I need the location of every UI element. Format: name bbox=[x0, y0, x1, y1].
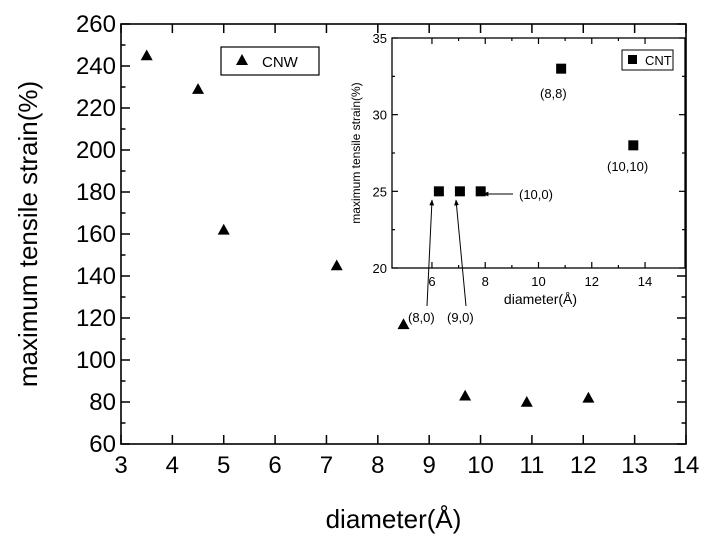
inset-x-tick-label: 12 bbox=[585, 274, 599, 289]
main-legend: CNW bbox=[220, 46, 320, 76]
main-x-tick-label: 10 bbox=[467, 452, 494, 479]
inset-point-label: (9,0) bbox=[447, 310, 474, 325]
inset-data-point bbox=[475, 186, 486, 197]
inset-plot-frame bbox=[391, 37, 686, 269]
main-x-axis-title: diameter(Å) bbox=[326, 504, 462, 534]
inset-x-tick-label: 10 bbox=[531, 274, 545, 289]
main-y-axis-title: maximum tensile strain(%) bbox=[13, 81, 43, 387]
inset-point-label: (10,0) bbox=[519, 187, 553, 202]
inset-y-tick-label: 30 bbox=[373, 108, 387, 123]
main-data-point bbox=[582, 391, 595, 403]
inset-y-tick-label: 20 bbox=[373, 261, 387, 276]
main-data-point bbox=[192, 83, 205, 94]
main-y-tick-label: 120 bbox=[76, 305, 116, 332]
main-y-tick-label: 240 bbox=[76, 53, 116, 80]
inset-legend-label: CNT bbox=[645, 53, 672, 68]
main-legend-box bbox=[220, 46, 320, 76]
main-x-tick-label: 3 bbox=[114, 452, 127, 479]
inset-y-tick-label: 25 bbox=[373, 184, 387, 199]
inset-data-point bbox=[454, 186, 465, 197]
main-x-tick-label: 13 bbox=[621, 452, 648, 479]
main-x-tick-label: 8 bbox=[371, 452, 384, 479]
inset-x-tick-label: 14 bbox=[638, 274, 652, 289]
main-x-tick-label: 9 bbox=[423, 452, 436, 479]
inset-x-tick-label: 6 bbox=[428, 274, 435, 289]
inset-data-point bbox=[628, 140, 639, 151]
inset-y-axis-title: maximum tensile strain(%) bbox=[349, 82, 363, 223]
inset-x-tick-label: 8 bbox=[482, 274, 489, 289]
main-x-tick-label: 6 bbox=[268, 452, 281, 479]
inset-point-label: (8,0) bbox=[408, 310, 435, 325]
inset-leader-arrow bbox=[426, 199, 435, 307]
main-x-tick-label: 11 bbox=[519, 452, 544, 479]
main-x-tick-label: 4 bbox=[166, 452, 179, 479]
main-x-tick-label: 7 bbox=[320, 452, 333, 479]
main-data-point bbox=[330, 259, 343, 271]
inset-legend: CNT bbox=[621, 49, 674, 71]
main-y-tick-label: 220 bbox=[76, 95, 116, 122]
main-x-tick-label: 14 bbox=[673, 452, 700, 479]
main-y-tick-label: 180 bbox=[76, 179, 116, 206]
inset-chart: 6 8 10 12 14 20 25 30 35 diameter(Å) maximum tensi… bbox=[349, 31, 686, 325]
inset-legend-marker bbox=[628, 55, 637, 64]
main-data-point bbox=[217, 223, 230, 235]
main-y-tick-label: 160 bbox=[76, 221, 116, 248]
main-y-tick-label: 260 bbox=[76, 11, 116, 38]
inset-leader-arrow bbox=[454, 199, 467, 307]
main-y-tick-label: 200 bbox=[76, 137, 116, 164]
main-data-point bbox=[459, 389, 472, 401]
main-y-tick-label: 140 bbox=[76, 263, 116, 290]
main-legend-label: CNW bbox=[262, 54, 299, 71]
main-data-point bbox=[397, 318, 410, 330]
inset-data-point bbox=[433, 186, 444, 197]
inset-point-label: (10,10) bbox=[607, 159, 648, 174]
main-x-tick-label: 12 bbox=[570, 452, 597, 479]
main-y-tick-label: 60 bbox=[89, 431, 116, 458]
inset-point-label: (8,8) bbox=[540, 86, 567, 101]
inset-y-tick-label: 35 bbox=[373, 31, 387, 46]
main-x-tick-label: 5 bbox=[217, 452, 230, 479]
main-y-tick-label: 100 bbox=[76, 347, 116, 374]
main-legend-marker bbox=[236, 54, 248, 65]
main-y-tick-label: 80 bbox=[89, 389, 116, 416]
main-data-point bbox=[520, 396, 533, 407]
main-data-point bbox=[140, 49, 153, 61]
inset-x-axis-title: diameter(Å) bbox=[504, 291, 577, 307]
inset-data-point bbox=[556, 63, 567, 74]
